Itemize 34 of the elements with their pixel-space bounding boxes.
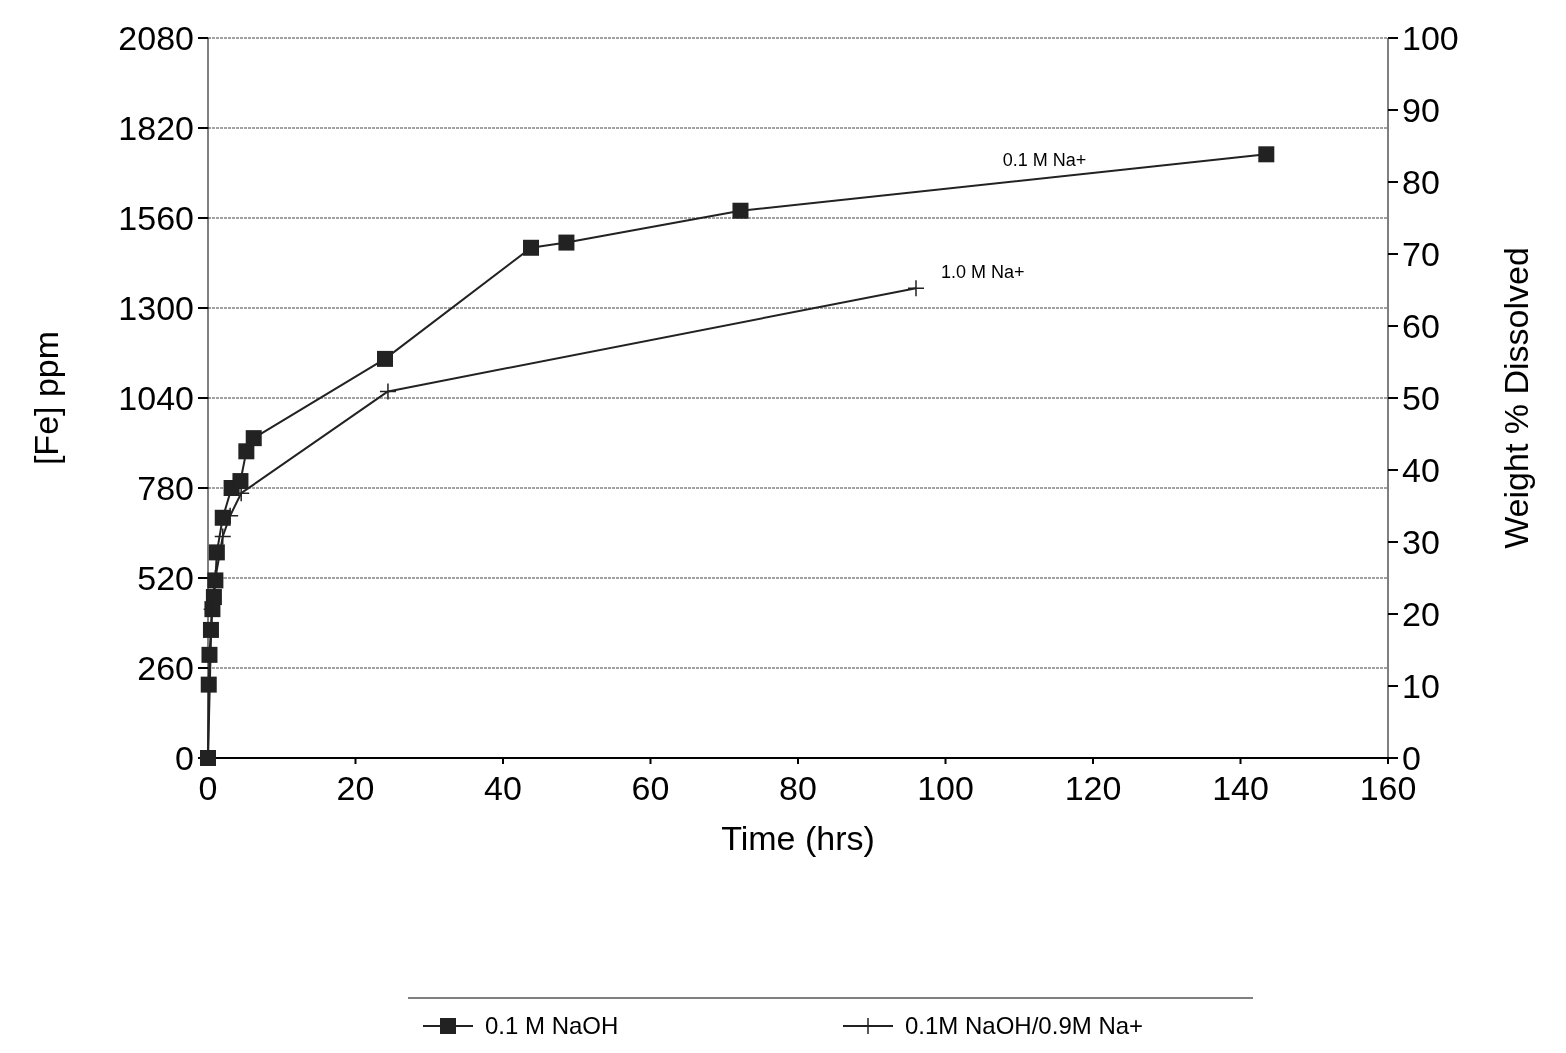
- y-tick-label: 1820: [118, 108, 194, 147]
- y2-tick-label: 40: [1402, 450, 1440, 489]
- y-tick-label: 780: [137, 468, 194, 507]
- y2-tick-label: 50: [1402, 378, 1440, 417]
- y-tick-label: 1300: [118, 288, 194, 327]
- y2-tick-label: 70: [1402, 234, 1440, 273]
- x-tick-label: 140: [1212, 769, 1269, 807]
- y2-tick-label: 80: [1402, 162, 1440, 201]
- y2-axis-title: Weight % Dissolved: [1497, 247, 1535, 549]
- annotation: 0.1 M Na+: [1002, 150, 1087, 171]
- y2-tick-label: 90: [1402, 90, 1440, 129]
- y-tick-label: 1560: [118, 198, 194, 237]
- y2-tick-label: 60: [1402, 306, 1440, 345]
- y-tick-label: 260: [137, 648, 194, 687]
- y2-tick-label: 10: [1402, 666, 1440, 705]
- y-tick-label: 1040: [118, 378, 194, 417]
- y2-tick-label: 20: [1402, 594, 1440, 633]
- annotation: 1.0 M Na+: [941, 262, 1025, 283]
- x-tick-label: 100: [917, 769, 974, 807]
- x-tick-label: 80: [779, 769, 817, 807]
- legend-label: 0.1 M NaOH: [485, 1012, 619, 1040]
- y-axis-title: [Fe] ppm: [27, 330, 65, 466]
- x-axis-title: Time (hrs): [721, 819, 875, 857]
- y-tick-label: 520: [137, 558, 194, 597]
- y-tick-label: 0: [175, 738, 194, 777]
- x-tick-label: 0: [198, 769, 218, 807]
- x-tick-label: 60: [631, 769, 670, 807]
- x-tick-label: 40: [484, 769, 522, 807]
- x-tick-label: 120: [1064, 769, 1122, 807]
- y-tick-label: 2080: [118, 18, 194, 57]
- y2-tick-label: 30: [1402, 522, 1440, 561]
- legend-label: 0.1M NaOH/0.9M Na+: [905, 1012, 1144, 1040]
- x-tick-label: 20: [336, 769, 375, 807]
- y2-tick-label: 100: [1402, 18, 1459, 57]
